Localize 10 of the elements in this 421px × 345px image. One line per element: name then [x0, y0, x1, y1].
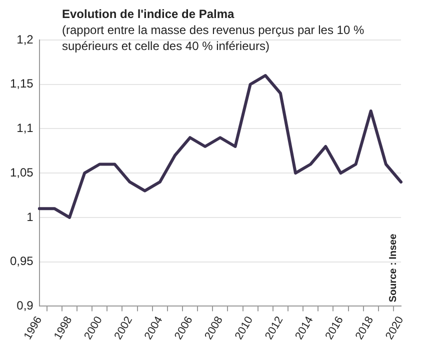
- y-tick-label: 1,1: [16, 121, 34, 136]
- y-tick-label: 1: [26, 210, 34, 224]
- chart-subtitle: (rapport entre la masse des revenus perçus par les 10 % supérieurs et celle des 40 % inférieurs): [62, 23, 364, 53]
- y-tick-label: 1,2: [16, 32, 34, 46]
- y-tick-label: 1,15: [10, 76, 34, 91]
- y-tick-label: 0,95: [10, 254, 34, 268]
- y-tick-label: 0,9: [16, 298, 34, 313]
- annotation: Source : Insee: [388, 233, 399, 302]
- y-tick-label: 1,05: [10, 165, 34, 180]
- chart-title: Evolution de l'indice de Palma: [62, 7, 235, 21]
